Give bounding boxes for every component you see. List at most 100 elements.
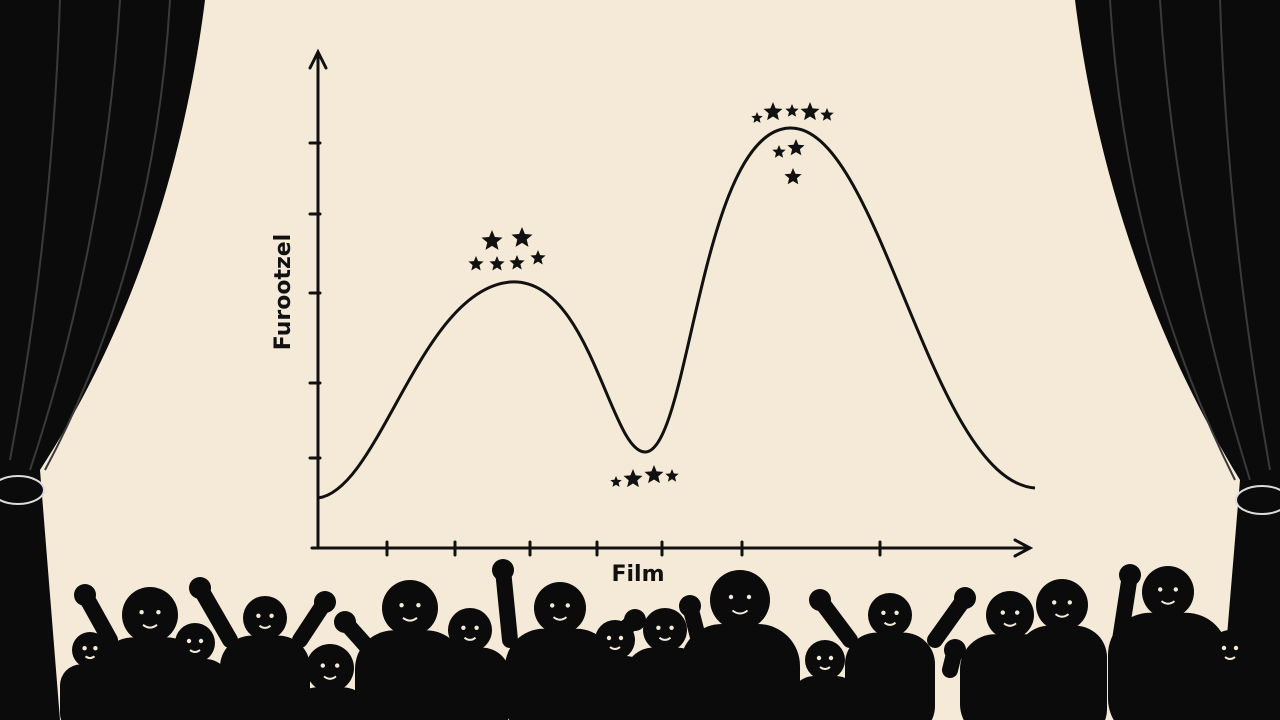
mouth: [1003, 622, 1017, 627]
curtain-tie: [1235, 485, 1280, 515]
body: [1017, 625, 1107, 720]
mouth: [1054, 613, 1070, 618]
eye: [606, 635, 612, 641]
x-axis: [310, 538, 1034, 558]
stars: [468, 102, 834, 488]
curtain-folds: [9, 0, 1271, 481]
eye: [82, 646, 87, 651]
mouth: [323, 675, 337, 680]
head: [1036, 579, 1088, 631]
head: [175, 623, 215, 663]
eye: [1173, 587, 1179, 592]
star: [785, 104, 799, 117]
eye: [139, 610, 144, 615]
head: [643, 608, 687, 652]
body: [160, 659, 230, 720]
eye: [828, 655, 834, 661]
star: [468, 256, 484, 271]
hand: [954, 587, 976, 609]
eye: [1221, 645, 1227, 651]
eye: [1000, 610, 1005, 615]
head: [448, 608, 492, 652]
mouth: [883, 621, 897, 626]
hand: [492, 559, 514, 581]
eye: [256, 613, 261, 618]
mouth: [731, 609, 749, 615]
body: [1108, 612, 1228, 720]
head: [986, 591, 1034, 639]
star: [763, 102, 783, 121]
head: [534, 582, 586, 634]
x-ticks: [385, 540, 882, 557]
y-axis-label: Furootzel: [271, 234, 296, 350]
star: [751, 112, 763, 123]
eye: [156, 610, 161, 615]
eye: [728, 594, 734, 600]
body: [290, 687, 370, 720]
mouth: [402, 616, 418, 622]
head: [805, 640, 845, 680]
eye: [186, 638, 192, 644]
hand: [189, 577, 211, 599]
mouth: [463, 636, 477, 641]
eye: [474, 625, 479, 630]
eye: [335, 663, 340, 668]
body: [430, 647, 510, 720]
head: [306, 644, 354, 692]
mouth: [609, 646, 621, 650]
star: [481, 230, 503, 250]
eye: [93, 646, 98, 651]
mouth: [552, 616, 568, 621]
eye: [269, 613, 274, 618]
head: [868, 593, 912, 637]
eye: [618, 635, 624, 641]
head: [72, 632, 108, 668]
axes: [308, 48, 1034, 558]
head: [710, 570, 770, 630]
mouth: [658, 636, 672, 641]
hand: [74, 584, 96, 606]
star: [489, 256, 505, 271]
curve: [317, 126, 1036, 500]
mouth: [258, 624, 272, 629]
hand: [334, 611, 356, 633]
eye: [656, 625, 661, 630]
star: [772, 145, 786, 158]
star: [511, 227, 533, 247]
eye: [894, 610, 899, 615]
mouth: [84, 655, 96, 660]
eye: [198, 638, 204, 644]
body: [680, 624, 800, 720]
head: [382, 580, 438, 636]
head: [1210, 630, 1250, 670]
y-axis: [308, 48, 328, 550]
eye: [881, 610, 886, 615]
eye: [550, 603, 555, 608]
star: [800, 102, 820, 121]
hand: [624, 609, 646, 631]
eye: [1158, 587, 1163, 592]
eye: [416, 603, 421, 608]
audience: [60, 559, 1260, 720]
star: [665, 469, 679, 482]
eye: [1015, 610, 1020, 615]
y-ticks: [308, 141, 322, 460]
eye: [816, 655, 822, 661]
eye: [399, 603, 404, 608]
eye: [1067, 600, 1073, 605]
star: [530, 250, 546, 265]
star: [610, 476, 622, 487]
mouth: [819, 666, 831, 670]
curtain-tie: [0, 475, 45, 505]
star: [787, 139, 805, 156]
body: [1200, 666, 1260, 720]
star: [623, 469, 643, 488]
body: [220, 635, 310, 720]
head: [122, 587, 178, 643]
right-curtain: [1075, 0, 1280, 720]
left-curtain: [0, 0, 205, 720]
eye: [1052, 600, 1057, 605]
star: [784, 168, 802, 185]
